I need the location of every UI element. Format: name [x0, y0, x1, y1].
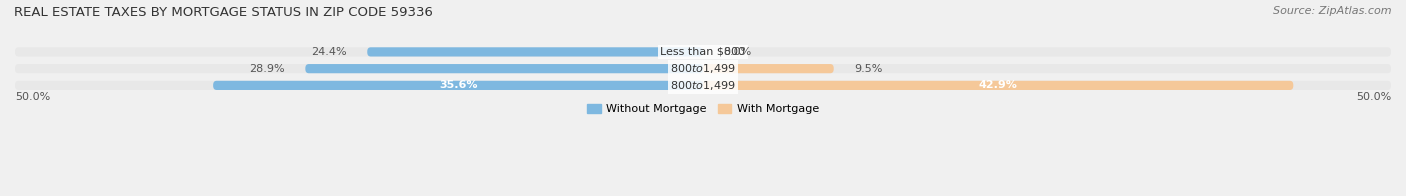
Text: 9.5%: 9.5%: [855, 64, 883, 74]
FancyBboxPatch shape: [15, 47, 1391, 56]
FancyBboxPatch shape: [703, 64, 834, 73]
Text: 24.4%: 24.4%: [311, 47, 347, 57]
FancyBboxPatch shape: [15, 64, 1391, 73]
Text: $800 to $1,499: $800 to $1,499: [671, 62, 735, 75]
Text: REAL ESTATE TAXES BY MORTGAGE STATUS IN ZIP CODE 59336: REAL ESTATE TAXES BY MORTGAGE STATUS IN …: [14, 6, 433, 19]
Legend: Without Mortgage, With Mortgage: Without Mortgage, With Mortgage: [582, 100, 824, 119]
FancyBboxPatch shape: [703, 81, 1294, 90]
FancyBboxPatch shape: [305, 64, 703, 73]
FancyBboxPatch shape: [15, 81, 1391, 90]
Text: Source: ZipAtlas.com: Source: ZipAtlas.com: [1274, 6, 1392, 16]
Text: $800 to $1,499: $800 to $1,499: [671, 79, 735, 92]
Text: 35.6%: 35.6%: [439, 80, 477, 90]
Text: 0.0%: 0.0%: [724, 47, 752, 57]
Text: 42.9%: 42.9%: [979, 80, 1018, 90]
FancyBboxPatch shape: [367, 47, 703, 56]
Text: 28.9%: 28.9%: [249, 64, 284, 74]
Text: 50.0%: 50.0%: [15, 92, 51, 103]
Text: 50.0%: 50.0%: [1355, 92, 1391, 103]
Text: Less than $800: Less than $800: [661, 47, 745, 57]
FancyBboxPatch shape: [214, 81, 703, 90]
